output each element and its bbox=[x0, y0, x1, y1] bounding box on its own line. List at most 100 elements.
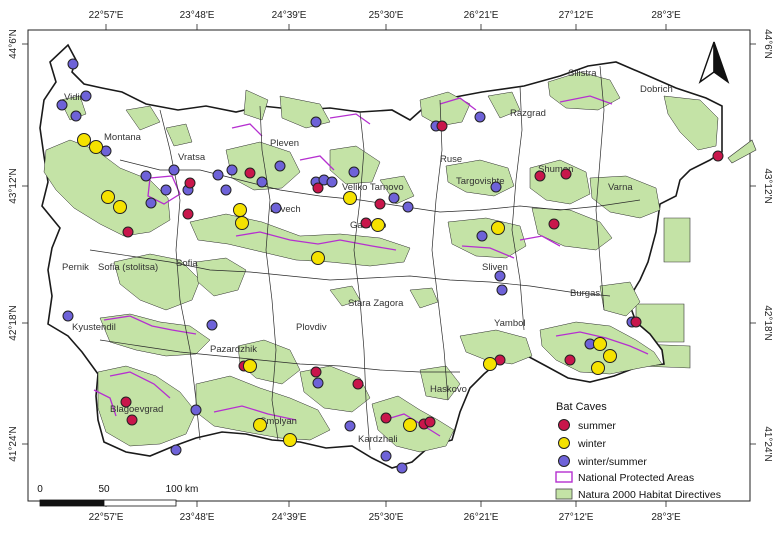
cave-point-winter-summer bbox=[140, 170, 152, 182]
natura2000-areas bbox=[43, 71, 719, 453]
cave-point-winter-summer bbox=[145, 197, 157, 209]
cave-point-winter-summer bbox=[206, 319, 218, 331]
cave-point-summer bbox=[126, 414, 138, 426]
lat-tick-left: 42°18'N bbox=[8, 305, 19, 340]
city-label: Vratsa bbox=[178, 152, 206, 163]
cave-point-winter-summer bbox=[348, 166, 360, 178]
city-label: Razgrad bbox=[510, 108, 546, 119]
cave-point-summer bbox=[244, 167, 256, 179]
lat-labels-right: 44°6'N 43°12'N 42°18'N 41°24'N bbox=[762, 29, 773, 462]
lon-tick-top: 23°48'E bbox=[180, 10, 215, 21]
cave-point-summer bbox=[560, 168, 572, 180]
cave-point-summer bbox=[534, 170, 546, 182]
cave-point-winter bbox=[403, 418, 417, 432]
cave-point-winter-summer bbox=[256, 176, 268, 188]
cave-point-winter-summer bbox=[80, 90, 92, 102]
city-label: Haskovo bbox=[430, 384, 467, 395]
cave-point-summer bbox=[380, 412, 392, 424]
cave-point-winter-summer bbox=[388, 192, 400, 204]
cave-point-winter-summer bbox=[274, 160, 286, 172]
cave-point-winter bbox=[591, 361, 605, 375]
cave-point-summer bbox=[310, 366, 322, 378]
scale-label: 100 km bbox=[166, 484, 199, 495]
city-label: Burgas bbox=[570, 288, 600, 299]
legend-winter-swatch bbox=[558, 437, 570, 449]
cave-point-winter bbox=[343, 191, 357, 205]
cave-point-summer bbox=[712, 150, 724, 162]
cave-point-winter-summer bbox=[490, 181, 502, 193]
cave-point-winter-summer bbox=[496, 284, 508, 296]
legend-label: summer bbox=[578, 420, 616, 432]
cave-point-winter bbox=[603, 349, 617, 363]
city-label: Targovishte bbox=[456, 176, 505, 187]
city-label: Varna bbox=[608, 182, 633, 193]
national-protected-areas bbox=[93, 95, 649, 437]
tick-marks bbox=[22, 24, 756, 507]
cave-point-winter-summer bbox=[396, 462, 408, 474]
lat-tick-left: 41°24'N bbox=[8, 426, 19, 461]
lon-tick-top: 26°21'E bbox=[464, 10, 499, 21]
cave-point-summer bbox=[182, 208, 194, 220]
cave-point-winter-summer bbox=[344, 420, 356, 432]
cave-point-summer bbox=[564, 354, 576, 366]
cave-point-winter-summer bbox=[326, 176, 338, 188]
lon-tick-bottom: 25°30'E bbox=[369, 512, 404, 523]
cave-point-winter bbox=[77, 133, 91, 147]
cave-point-summer bbox=[374, 198, 386, 210]
cave-point-winter bbox=[89, 140, 103, 154]
cave-point-winter-summer bbox=[62, 310, 74, 322]
city-label: Yambol bbox=[494, 318, 526, 329]
cave-point-winter-summer bbox=[226, 164, 238, 176]
cave-point-winter-summer bbox=[270, 202, 282, 214]
cave-point-winter-summer bbox=[70, 110, 82, 122]
lon-tick-bottom: 26°21'E bbox=[464, 512, 499, 523]
lat-tick-right: 41°24'N bbox=[762, 426, 773, 461]
lon-tick-bottom: 22°57'E bbox=[89, 512, 124, 523]
legend-natura-swatch bbox=[555, 488, 573, 500]
cave-point-winter bbox=[101, 190, 115, 204]
cave-point-winter-summer bbox=[474, 111, 486, 123]
legend: Bat Caves summer winter winter/summer Na… bbox=[555, 401, 721, 501]
legend-label: winter bbox=[577, 438, 607, 450]
city-label: Stara Zagora bbox=[348, 298, 404, 309]
admin-borders bbox=[89, 65, 641, 451]
north-arrow-icon-shade bbox=[713, 41, 730, 84]
cave-point-winter-summer bbox=[160, 184, 172, 196]
city-label: Pazardzhik bbox=[210, 344, 257, 355]
cave-point-winter bbox=[593, 337, 607, 351]
city-label: Dobrich bbox=[640, 84, 673, 95]
cave-point-summer bbox=[184, 177, 196, 189]
lon-tick-top: 28°3'E bbox=[651, 10, 681, 21]
city-label: Veliko Tarnovo bbox=[342, 182, 404, 193]
cave-point-winter-summer bbox=[67, 58, 79, 70]
scale-bar-white bbox=[103, 499, 177, 507]
cave-point-winter-summer bbox=[312, 377, 324, 389]
lon-tick-top: 22°57'E bbox=[89, 10, 124, 21]
city-label: Sofia (stolitsa) bbox=[98, 262, 158, 273]
lat-tick-left: 43°12'N bbox=[8, 168, 19, 203]
cave-point-winter-summer bbox=[212, 169, 224, 181]
lon-tick-top: 24°39'E bbox=[272, 10, 307, 21]
legend-title: Bat Caves bbox=[556, 401, 607, 413]
cave-point-winter bbox=[491, 221, 505, 235]
cave-point-winter-summer bbox=[310, 116, 322, 128]
lon-tick-bottom: 28°3'E bbox=[651, 512, 681, 523]
cave-point-summer bbox=[436, 120, 448, 132]
lon-tick-bottom: 27°12'E bbox=[559, 512, 594, 523]
city-label: Shumen bbox=[538, 164, 573, 175]
cave-point-winter bbox=[233, 203, 247, 217]
cave-point-summer bbox=[424, 416, 436, 428]
city-label: Sofia bbox=[176, 258, 198, 269]
legend-label: Natura 2000 Habitat Directives bbox=[578, 489, 721, 501]
legend-label: winter/summer bbox=[577, 456, 647, 468]
city-label: Silistra bbox=[568, 68, 597, 79]
cave-point-winter-summer bbox=[190, 404, 202, 416]
legend-protected-swatch bbox=[555, 471, 573, 483]
scale-label: 50 bbox=[98, 484, 110, 495]
cave-point-winter-summer bbox=[494, 270, 506, 282]
winter-points bbox=[77, 133, 617, 447]
bat-caves bbox=[56, 58, 724, 474]
lat-labels-left: 44°6'N 43°12'N 42°18'N 41°24'N bbox=[8, 29, 19, 462]
city-label: Kardzhali bbox=[358, 434, 398, 445]
